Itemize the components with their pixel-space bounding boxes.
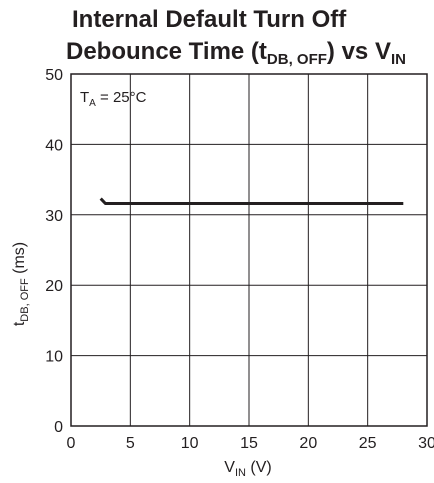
y-tick-label: 40 bbox=[45, 137, 63, 154]
y-axis-label: tDB, OFF (ms) bbox=[11, 242, 31, 326]
x-tick-labels: 0 5 10 15 20 25 30 bbox=[67, 435, 434, 452]
y-tick-label: 0 bbox=[54, 419, 63, 436]
y-tick-label: 20 bbox=[45, 278, 63, 295]
x-tick-label: 30 bbox=[418, 435, 434, 452]
y-tick-label: 10 bbox=[45, 349, 63, 366]
x-axis-label: VIN (V) bbox=[224, 459, 271, 479]
x-tick-label: 5 bbox=[126, 435, 135, 452]
x-tick-label: 25 bbox=[359, 435, 377, 452]
x-tick-label: 15 bbox=[240, 435, 258, 452]
series-line bbox=[99, 197, 404, 205]
x-tick-label: 20 bbox=[299, 435, 317, 452]
plot-frame bbox=[70, 73, 428, 427]
x-tick-label: 10 bbox=[181, 435, 199, 452]
x-tick-label: 0 bbox=[67, 435, 76, 452]
y-tick-label: 50 bbox=[45, 67, 63, 84]
y-tick-label: 30 bbox=[45, 208, 63, 225]
chart-title-line1: Internal Default Turn Off bbox=[72, 6, 347, 33]
temperature-annotation: TA = 25°C bbox=[80, 89, 147, 109]
plot-border bbox=[70, 73, 428, 427]
series-layer bbox=[99, 197, 404, 205]
grid bbox=[71, 74, 427, 426]
chart-title-line2: Debounce Time (tDB, OFF) vs VIN bbox=[66, 38, 406, 68]
y-tick-labels: 0 10 20 30 40 50 bbox=[45, 67, 63, 436]
